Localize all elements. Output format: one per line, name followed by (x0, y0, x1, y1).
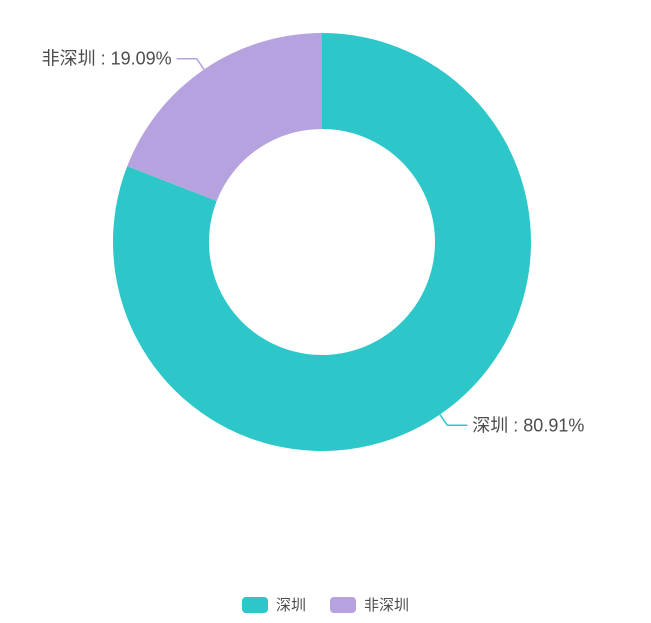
legend-label-shenzhen: 深圳 (275, 597, 306, 614)
chart-legend: 深圳 非深圳 (0, 594, 651, 615)
legend-marker-shenzhen-swatch (241, 596, 268, 613)
legend-label-non-shenzhen: 非深圳 (364, 597, 410, 614)
pie-slice-shenzhen[interactable] (112, 33, 531, 452)
legend-marker-non-shenzhen-swatch (330, 596, 356, 613)
pie-slice-non-shenzhen[interactable] (127, 32, 323, 201)
legend-item-shenzhen[interactable]: 深圳 (241, 594, 306, 615)
label-leader-line-non-shenzhen (176, 57, 205, 70)
legend-item-non-shenzhen[interactable]: 非深圳 (330, 594, 409, 615)
slice-label-shenzhen: 深圳 : 80.91% (472, 415, 584, 435)
slice-label-non-shenzhen: 非深圳 : 19.09% (42, 49, 172, 69)
label-leader-line-shenzhen (439, 414, 468, 427)
